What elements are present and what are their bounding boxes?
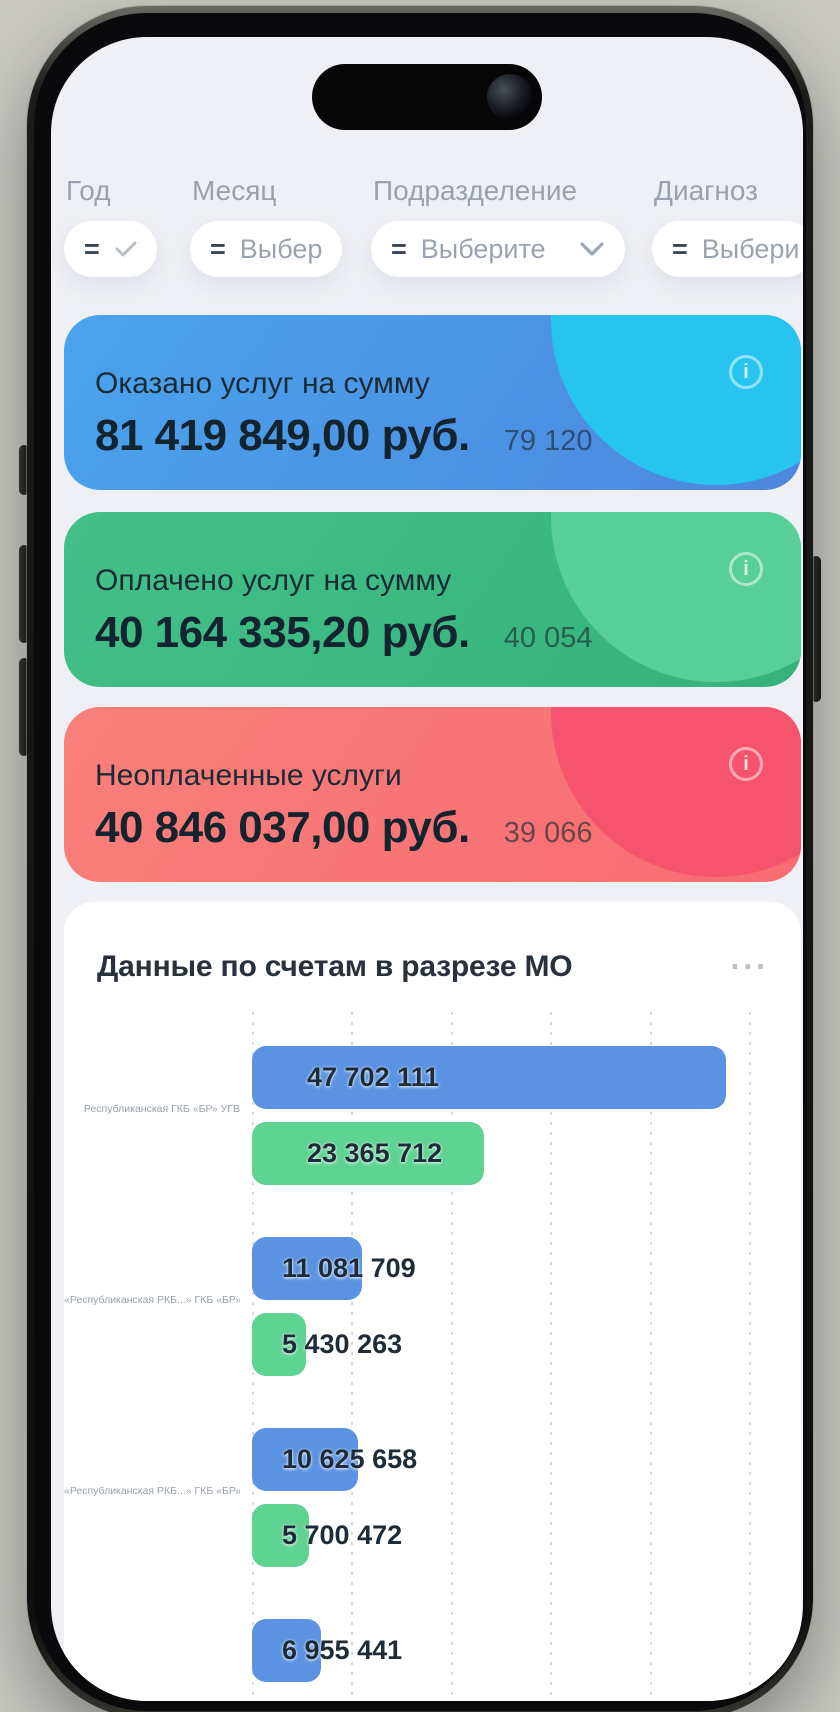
chart-bar-served[interactable]: 11 081 709: [252, 1237, 416, 1300]
chart-title: Данные по счетам в разрезе МО: [97, 950, 573, 983]
filter-month-select[interactable]: = Выбер: [190, 221, 342, 277]
filter-year: Год =: [64, 175, 157, 277]
info-icon[interactable]: i: [729, 747, 763, 781]
info-icon[interactable]: i: [729, 552, 763, 586]
stat-card-title: Неоплаченные услуги: [95, 759, 402, 792]
chart-bar-served[interactable]: 47 702 111: [252, 1046, 726, 1109]
filter-bar[interactable]: Год = Месяц = Выбер: [51, 175, 803, 315]
filter-division: Подразделение = Выберите: [371, 175, 625, 277]
stat-card-amount: 81 419 849,00 руб.: [95, 411, 470, 460]
stat-card-amount: 40 164 335,20 руб.: [95, 608, 470, 657]
stat-card-count: 39 066: [503, 817, 593, 849]
chart-bar-group: «Республиканская РКБ...» ГКБ «БР» УГВ 10 …: [64, 1428, 801, 1567]
chart-bar-value: 6 955 441: [282, 1635, 403, 1665]
chart-bar-value: 5 700 472: [282, 1520, 403, 1550]
equals-icon: =: [672, 233, 688, 264]
phone-bezel: Год = Месяц = Выбер: [34, 13, 806, 1711]
chart-bar-value: 23 365 712: [307, 1138, 443, 1168]
volume-up-button: [19, 545, 29, 643]
chart-bar-value: 10 625 658: [282, 1444, 418, 1474]
chart-bar-group: 6 955 441: [64, 1619, 801, 1682]
filter-diagnosis-select[interactable]: = Выбери: [652, 221, 803, 277]
stat-card-amount: 40 846 037,00 руб.: [95, 803, 470, 852]
filter-year-label: Год: [66, 175, 111, 206]
chart-category-label: «Республиканская РКБ...» ГКБ «БР» УГВ: [64, 1294, 240, 1306]
filter-division-select[interactable]: = Выберите: [371, 221, 625, 277]
chart-bar-paid[interactable]: 5 430 263: [252, 1313, 402, 1376]
filter-diagnosis: Диагноз = Выбери: [652, 175, 803, 277]
chart-bar-group: «Республиканская РКБ...» ГКБ «БР» УГВ 11 …: [64, 1237, 801, 1376]
stat-card-count: 40 054: [503, 622, 593, 654]
app-screen[interactable]: Год = Месяц = Выбер: [51, 37, 803, 1701]
stat-card-services-unpaid: Неоплаченные услуги i 40 846 037,00 руб.…: [64, 707, 801, 882]
info-icon[interactable]: i: [729, 355, 763, 389]
chart-bar-paid[interactable]: 23 365 712: [252, 1122, 484, 1185]
power-button: [811, 556, 821, 702]
front-camera: [487, 74, 533, 120]
stat-card-title: Оплачено услуг на сумму: [95, 564, 452, 597]
phone-frame: Год = Месяц = Выбер: [27, 6, 813, 1712]
filter-month-value: Выбер: [239, 233, 323, 264]
stat-card-services-rendered: Оказано услуг на сумму i 81 419 849,00 р…: [64, 315, 801, 490]
filter-division-value: Выберите: [420, 233, 546, 264]
filter-division-label: Подразделение: [373, 175, 578, 206]
stat-card-services-paid: Оплачено услуг на сумму i 40 164 335,20 …: [64, 512, 801, 687]
chart-category-label: «Республиканская РКБ...» ГКБ «БР» УГВ: [64, 1485, 240, 1497]
chart-bar-value: 5 430 263: [282, 1329, 403, 1359]
filter-year-select[interactable]: =: [64, 221, 157, 277]
chart-menu-button[interactable]: ...: [730, 940, 769, 976]
check-icon: [115, 241, 137, 257]
chart-bar-served[interactable]: 10 625 658: [252, 1428, 417, 1491]
chart-bar-served[interactable]: 6 955 441: [252, 1619, 402, 1682]
filter-diagnosis-value: Выбери: [701, 233, 800, 264]
dynamic-island: [312, 64, 542, 130]
volume-down-button: [19, 658, 29, 756]
stat-card-title: Оказано услуг на сумму: [95, 367, 430, 400]
stat-card-count: 79 120: [503, 425, 593, 457]
chart-bar-group: Республиканская ГКБ «БР» УГВ 47 702 111 23…: [64, 1046, 801, 1185]
chart-plot: Республиканская ГКБ «БР» УГВ 47 702 111 23…: [64, 1012, 801, 1701]
equals-icon: =: [391, 233, 407, 264]
mute-switch: [19, 445, 29, 495]
equals-icon: =: [84, 233, 100, 264]
chart-bar-paid[interactable]: 5 700 472: [252, 1504, 402, 1567]
chart-bar-value: 47 702 111: [307, 1062, 440, 1092]
chart-card: Данные по счетам в разрезе МО ... Респуб…: [64, 902, 801, 1701]
chart-bar-value: 11 081 709: [282, 1253, 416, 1283]
filter-month-label: Месяц: [192, 175, 277, 206]
chart-category-label: Республиканская ГКБ «БР» УГВ: [83, 1103, 240, 1115]
chevron-down-icon: [580, 242, 604, 256]
equals-icon: =: [210, 233, 226, 264]
filter-month: Месяц = Выбер: [190, 175, 342, 277]
filter-diagnosis-label: Диагноз: [654, 175, 758, 206]
